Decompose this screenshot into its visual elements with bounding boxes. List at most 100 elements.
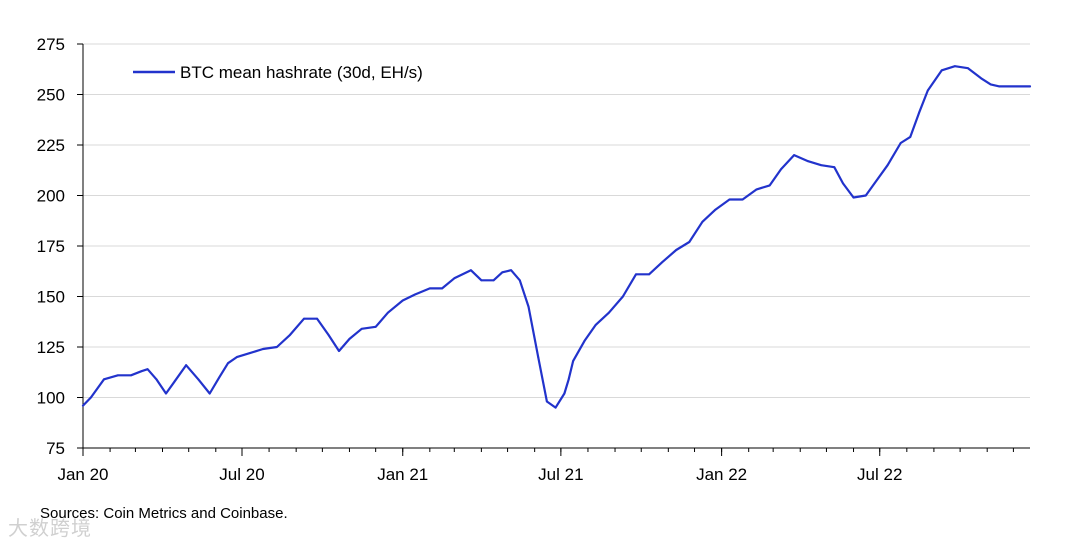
data-point	[155, 378, 158, 381]
data-point	[453, 277, 456, 280]
data-point	[741, 198, 744, 201]
data-point	[661, 261, 664, 264]
data-point	[793, 154, 795, 157]
data-point	[820, 164, 823, 167]
data-point	[316, 317, 318, 320]
data-point	[103, 378, 105, 381]
series-layer	[81, 65, 1032, 409]
data-point	[146, 368, 149, 371]
data-point	[218, 376, 221, 379]
data-point	[348, 338, 351, 340]
data-point	[852, 196, 855, 199]
data-point	[583, 340, 586, 342]
data-point	[554, 406, 557, 409]
data-point	[90, 396, 92, 399]
data-point	[967, 67, 969, 70]
data-point	[755, 188, 758, 191]
data-point	[940, 69, 943, 72]
data-point	[197, 378, 200, 381]
data-point	[428, 287, 431, 290]
data-point	[165, 392, 167, 395]
data-point	[546, 400, 548, 403]
data-point	[518, 279, 521, 282]
data-point	[899, 142, 902, 144]
data-point	[235, 356, 238, 358]
y-tick-label: 225	[37, 136, 65, 155]
x-tick-label: Jan 20	[57, 465, 108, 484]
data-point	[1016, 85, 1018, 88]
data-point	[173, 380, 176, 383]
y-axis-ticks: 75 100 125 150 175 200 225 250 275	[37, 35, 83, 458]
data-point	[909, 136, 912, 138]
data-point	[572, 360, 574, 362]
data-point	[768, 184, 771, 187]
data-point	[360, 327, 363, 330]
data-point	[567, 378, 570, 381]
data-point	[780, 168, 782, 171]
data-point	[510, 269, 512, 272]
y-tick-label: 250	[37, 86, 65, 105]
data-point	[227, 362, 229, 365]
data-point	[842, 182, 844, 185]
data-point	[989, 83, 992, 86]
data-point	[648, 273, 650, 276]
data-point	[594, 323, 597, 326]
data-point	[635, 273, 637, 276]
data-point	[527, 305, 530, 308]
series-line-0	[81, 65, 1032, 409]
data-point	[414, 293, 416, 296]
data-point	[954, 65, 956, 68]
data-point	[537, 356, 540, 358]
data-point	[327, 334, 330, 336]
data-point	[262, 348, 264, 350]
data-point	[563, 392, 566, 395]
data-point	[82, 404, 84, 407]
x-tick-label: Jan 22	[696, 465, 747, 484]
data-point	[117, 374, 119, 377]
watermark: 大数跨境	[8, 516, 92, 540]
y-tick-label: 100	[37, 389, 65, 408]
data-point	[701, 220, 704, 223]
x-tick-label: Jul 20	[219, 465, 264, 484]
data-point	[401, 299, 404, 302]
data-point	[276, 346, 278, 348]
y-tick-label: 125	[37, 338, 65, 357]
x-tick-label: Jan 21	[377, 465, 428, 484]
data-point	[492, 279, 495, 282]
data-point	[688, 241, 691, 243]
data-point	[833, 166, 836, 169]
data-point	[470, 269, 472, 272]
data-point	[387, 311, 389, 314]
data-point	[1029, 85, 1031, 88]
data-point	[864, 194, 867, 197]
gridlines	[83, 43, 1030, 398]
data-point	[886, 164, 889, 167]
data-point	[728, 198, 731, 201]
x-tick-label: Jul 21	[538, 465, 583, 484]
data-point	[140, 370, 143, 373]
y-tick-label: 150	[37, 288, 65, 307]
data-point	[1007, 85, 1010, 88]
data-point	[289, 334, 291, 336]
source-note: Sources: Coin Metrics and Coinbase.	[40, 505, 288, 522]
data-point	[807, 160, 809, 163]
data-point	[926, 89, 929, 92]
data-point	[249, 352, 251, 354]
data-point	[374, 325, 377, 328]
data-point	[714, 208, 717, 211]
data-point	[480, 279, 483, 282]
y-tick-label: 275	[37, 35, 65, 54]
data-point	[338, 350, 340, 352]
legend-label: BTC mean hashrate (30d, EH/s)	[180, 63, 423, 82]
legend: BTC mean hashrate (30d, EH/s)	[133, 63, 423, 82]
data-point	[185, 364, 188, 367]
x-tick-label: Jul 22	[857, 465, 902, 484]
data-point	[675, 249, 678, 251]
data-point	[1024, 85, 1027, 88]
data-point	[622, 295, 624, 298]
data-point	[998, 85, 1001, 88]
data-point	[608, 311, 610, 314]
data-point	[501, 271, 504, 274]
data-point	[130, 374, 132, 377]
data-point	[441, 287, 443, 290]
